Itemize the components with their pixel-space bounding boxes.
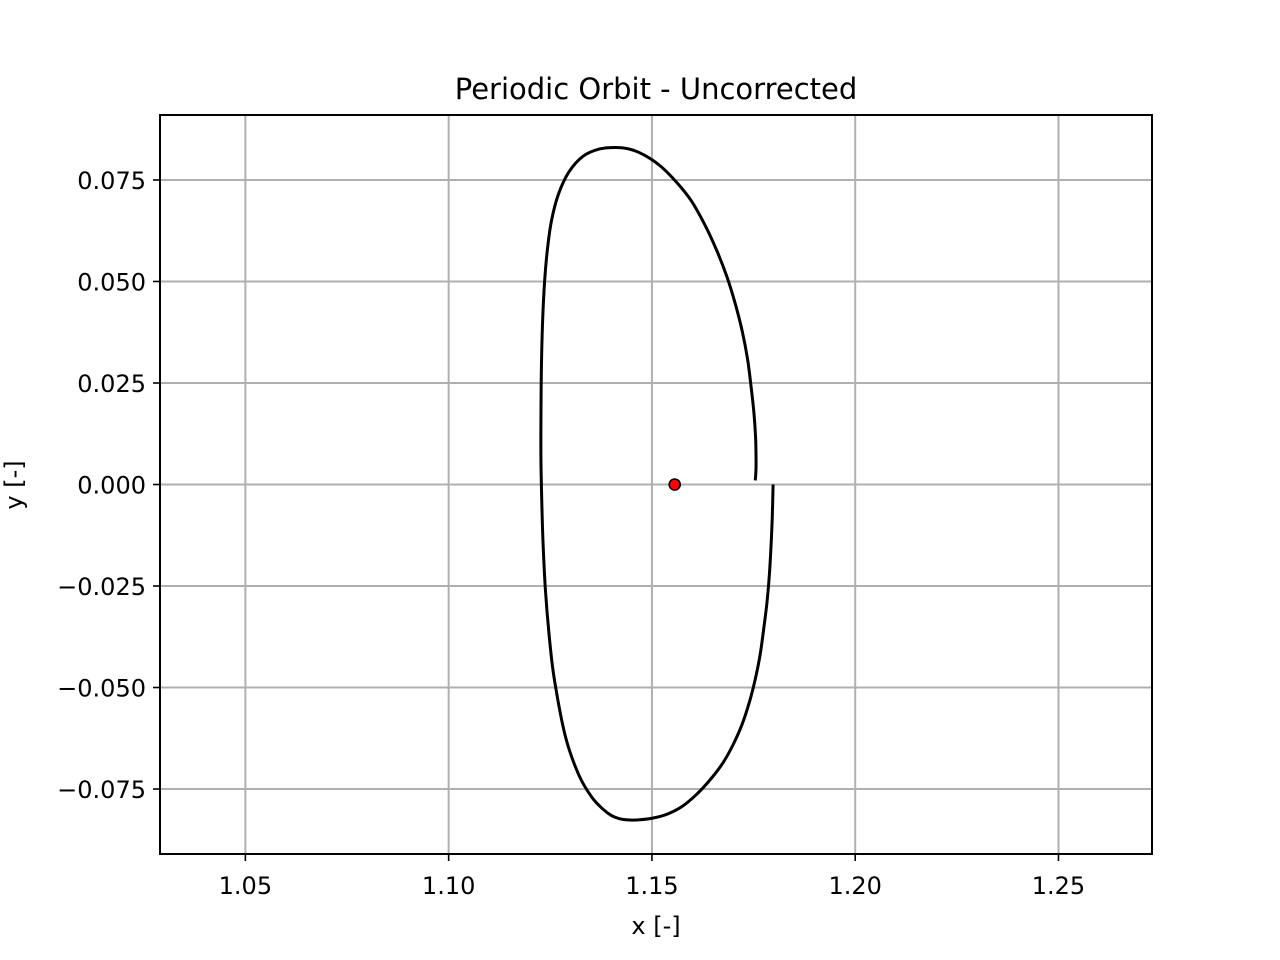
- x-tick-label: 1.25: [1032, 872, 1085, 900]
- series-layer: [539, 145, 775, 822]
- y-axis-label: y [-]: [0, 460, 28, 509]
- y-tick-label: −0.075: [57, 776, 146, 804]
- x-tick-label: 1.15: [625, 872, 678, 900]
- y-tick-label: 0.050: [77, 268, 146, 296]
- x-axis-label: x [-]: [631, 912, 680, 940]
- marker-point: [668, 478, 682, 491]
- x-tick-label: 1.05: [219, 872, 272, 900]
- orbit-trajectory-line: [539, 145, 775, 822]
- x-tick-label: 1.20: [828, 872, 881, 900]
- y-tick-label: −0.025: [57, 573, 146, 601]
- x-tick-label: 1.10: [422, 872, 475, 900]
- y-tick-label: 0.075: [77, 167, 146, 195]
- axis-ticks: 1.05 1.10 1.15 1.20 1.25 −0.075 −0.050 −0.025 0.…: [57, 167, 1085, 900]
- y-tick-label: −0.050: [57, 675, 146, 703]
- y-tick-label: 0.000: [77, 472, 146, 500]
- grid-lines: [160, 115, 1152, 854]
- y-tick-label: 0.025: [77, 370, 146, 398]
- chart-title: Periodic Orbit - Uncorrected: [455, 72, 858, 106]
